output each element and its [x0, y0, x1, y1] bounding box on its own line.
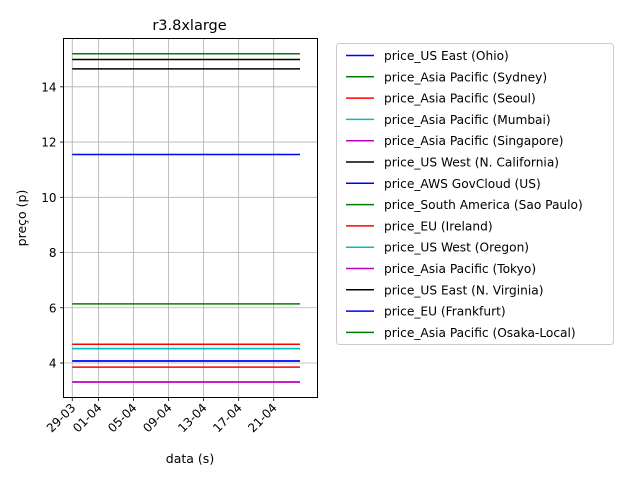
y-tick-label: 10: [41, 191, 56, 205]
legend-entry-label: price_US West (Oregon): [384, 241, 529, 255]
y-tick-label: 12: [41, 136, 56, 150]
legend: price_US East (Ohio) price_Asia Pacific (…: [336, 43, 614, 345]
plot-frame: [63, 38, 318, 398]
y-tick-label: 6: [49, 301, 57, 315]
legend-entry-label: price_Asia Pacific (Seoul): [384, 92, 536, 106]
legend-entry-label: price_Asia Pacific (Mumbai): [384, 113, 551, 127]
legend-entry-label: price_AWS GovCloud (US): [384, 177, 541, 191]
y-tick-label: 8: [49, 246, 57, 260]
legend-entry-label: price_Asia Pacific (Sydney): [384, 70, 547, 84]
legend-entry-label: price_US West (N. California): [384, 156, 559, 170]
legend-entry-label: price_US East (Ohio): [384, 49, 509, 63]
y-axis: 4 6 8 10 12 14: [41, 80, 64, 370]
x-tick-label: 09-04: [140, 401, 175, 436]
grid: [63, 38, 318, 398]
x-tick-label: 17-04: [210, 401, 245, 436]
legend-entry-label: price_Asia Pacific (Osaka-Local): [384, 326, 576, 340]
chart-title: r3.8xlarge: [152, 18, 226, 34]
x-axis-label: data (s): [166, 451, 214, 466]
legend-frame: [336, 43, 614, 345]
x-tick-label: 13-04: [175, 401, 210, 436]
legend-entry-label: price_EU (Frankfurt): [384, 305, 506, 319]
x-tick-label: 01-04: [70, 401, 105, 436]
y-tick-label: 4: [49, 356, 57, 370]
x-tick-label: 21-04: [245, 401, 280, 436]
legend-entry-label: price_Asia Pacific (Singapore): [384, 134, 563, 148]
x-tick-label: 05-04: [105, 401, 140, 436]
x-tick-label: 29-03: [44, 401, 79, 436]
y-axis-label: preço (p): [14, 190, 29, 247]
legend-entry-label: price_US East (N. Virginia): [384, 283, 543, 297]
legend-entry-label: price_EU (Ireland): [384, 219, 493, 233]
series-lines: [72, 52, 300, 383]
y-tick-label: 14: [41, 80, 56, 94]
legend-entry-label: price_South America (Sao Paulo): [384, 198, 583, 212]
legend-entry-label: price_Asia Pacific (Tokyo): [384, 262, 536, 276]
